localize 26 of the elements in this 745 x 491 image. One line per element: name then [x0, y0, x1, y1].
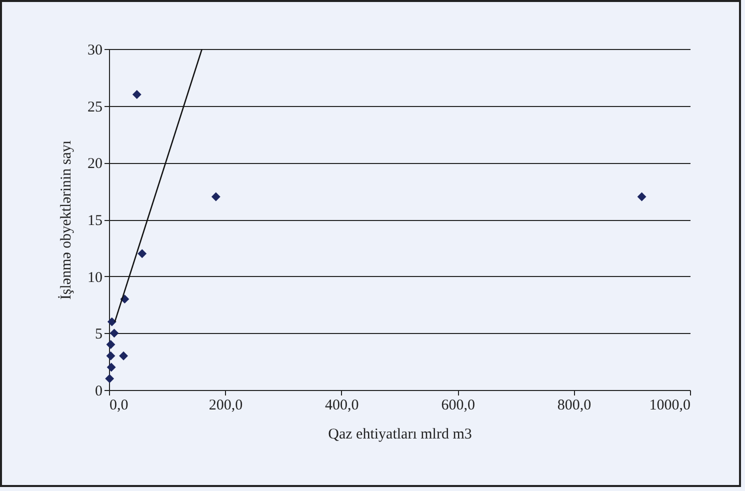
- x-axis-title: Qaz ehtiyatları mlrd m3: [328, 426, 472, 442]
- point: [110, 328, 119, 338]
- point: [106, 351, 116, 360]
- y-tick-label: 25: [88, 99, 102, 116]
- point: [119, 351, 128, 360]
- y-tick-label: 10: [88, 270, 102, 286]
- x-tick-label: 0,0: [110, 398, 128, 414]
- x-tick-label: 800,0: [557, 398, 592, 414]
- y-tick-label: 5: [95, 326, 102, 343]
- point: [637, 192, 646, 202]
- y-tick-label: 20: [88, 156, 102, 172]
- y-tick-label: 0: [95, 384, 102, 400]
- point: [132, 90, 142, 99]
- point: [106, 362, 116, 372]
- y-axis-title: İşlənmə obyektlərinin sayı: [58, 140, 74, 300]
- y-tick-label: 15: [88, 213, 102, 229]
- x-tick-label: 1000,0: [649, 398, 690, 414]
- y-tick-label: 30: [88, 42, 102, 58]
- point: [105, 374, 114, 384]
- x-tick-label: 600,0: [441, 398, 475, 414]
- point: [138, 249, 147, 258]
- x-tick-label: 400,0: [325, 398, 359, 414]
- point: [106, 340, 116, 350]
- point: [107, 317, 116, 326]
- x-tick-label: 200,0: [208, 398, 243, 414]
- point: [211, 192, 220, 202]
